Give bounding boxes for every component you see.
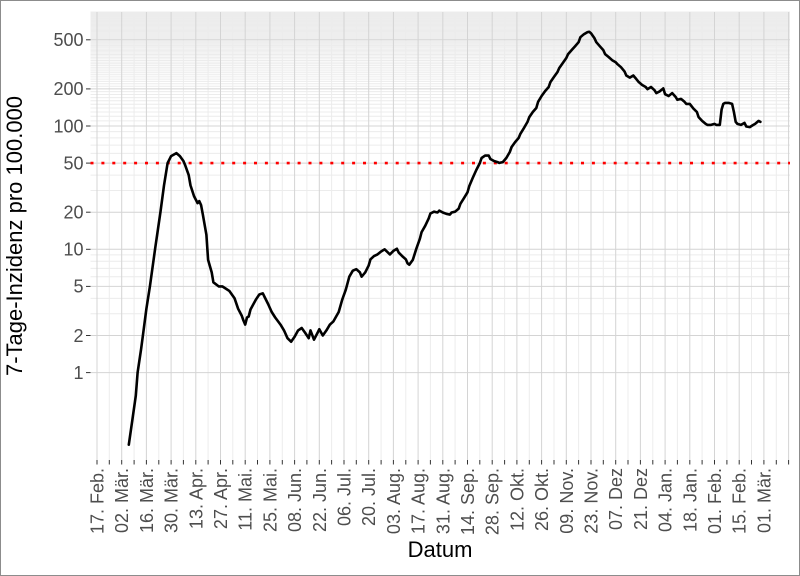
incidence-line [127, 30, 762, 446]
x-tick-label: 30. Mär. [162, 468, 182, 533]
y-tick-label: 2 [73, 326, 83, 346]
x-tick-label: 15. Feb. [730, 468, 750, 534]
x-tick-label: 20. Jul. [359, 468, 379, 526]
y-tick-label: 1 [73, 363, 83, 383]
x-tick-label: 27. Apr. [211, 468, 231, 529]
x-tick-label: 06. Jul. [335, 468, 355, 526]
x-tick-label: 25. Mai. [260, 468, 280, 532]
x-tick-label: 07. Dez [606, 468, 626, 530]
x-tick-label: 17. Feb. [88, 468, 108, 534]
y-axis-title: 7-Tage-Inzidenz pro 100.000 [2, 96, 27, 376]
x-tick-label: 18. Jan. [680, 468, 700, 532]
y-tick-label: 100 [53, 116, 83, 136]
y-tick-label: 500 [53, 30, 83, 50]
x-tick-label: 26. Okt. [532, 468, 552, 531]
minor-vertical-gridlines [108, 12, 777, 460]
y-tick-label: 20 [63, 203, 83, 223]
y-tick-label: 10 [63, 240, 83, 260]
x-tick-label: 23. Nov. [582, 468, 602, 534]
x-tick-label: 09. Nov. [557, 468, 577, 534]
x-tick-label: 16. Mär. [137, 468, 157, 533]
y-tick-label: 50 [63, 153, 83, 173]
major-vertical-gridlines [96, 12, 790, 460]
x-tick-label: 01. Mär. [754, 468, 774, 533]
x-tick-label: 03. Aug. [384, 468, 404, 534]
x-tick-label: 28. Sep. [483, 468, 503, 535]
y-tick-labels: 1 2 5 10 20 50 100 200 500 [53, 30, 83, 383]
x-tick-label: 21. Dez [631, 468, 651, 530]
y-tick-label: 200 [53, 79, 83, 99]
y-tick-label: 5 [73, 277, 83, 297]
x-tick-labels: 17. Feb. 02. Mär. 16. Mär. 30. Mär. 13. Apr.… [88, 468, 775, 535]
x-tick-label: 08. Jun. [285, 468, 305, 532]
x-tick-label: 17. Aug. [409, 468, 429, 534]
x-tick-label: 12. Okt. [507, 468, 527, 531]
x-tick-label: 11. Mai. [236, 468, 256, 531]
x-tick-label: 02. Mär. [112, 468, 132, 533]
x-tick-label: 22. Jun. [310, 468, 330, 532]
x-tick-label: 13. Apr. [186, 468, 206, 529]
x-tick-label: 14. Sep. [458, 468, 478, 535]
x-tick-label: 04. Jan. [656, 468, 676, 532]
x-tick-label: 01. Feb. [705, 468, 725, 534]
x-tick-label: 31. Aug. [433, 468, 453, 534]
x-axis-title: Datum [408, 537, 473, 562]
axis-ticks [86, 39, 790, 465]
